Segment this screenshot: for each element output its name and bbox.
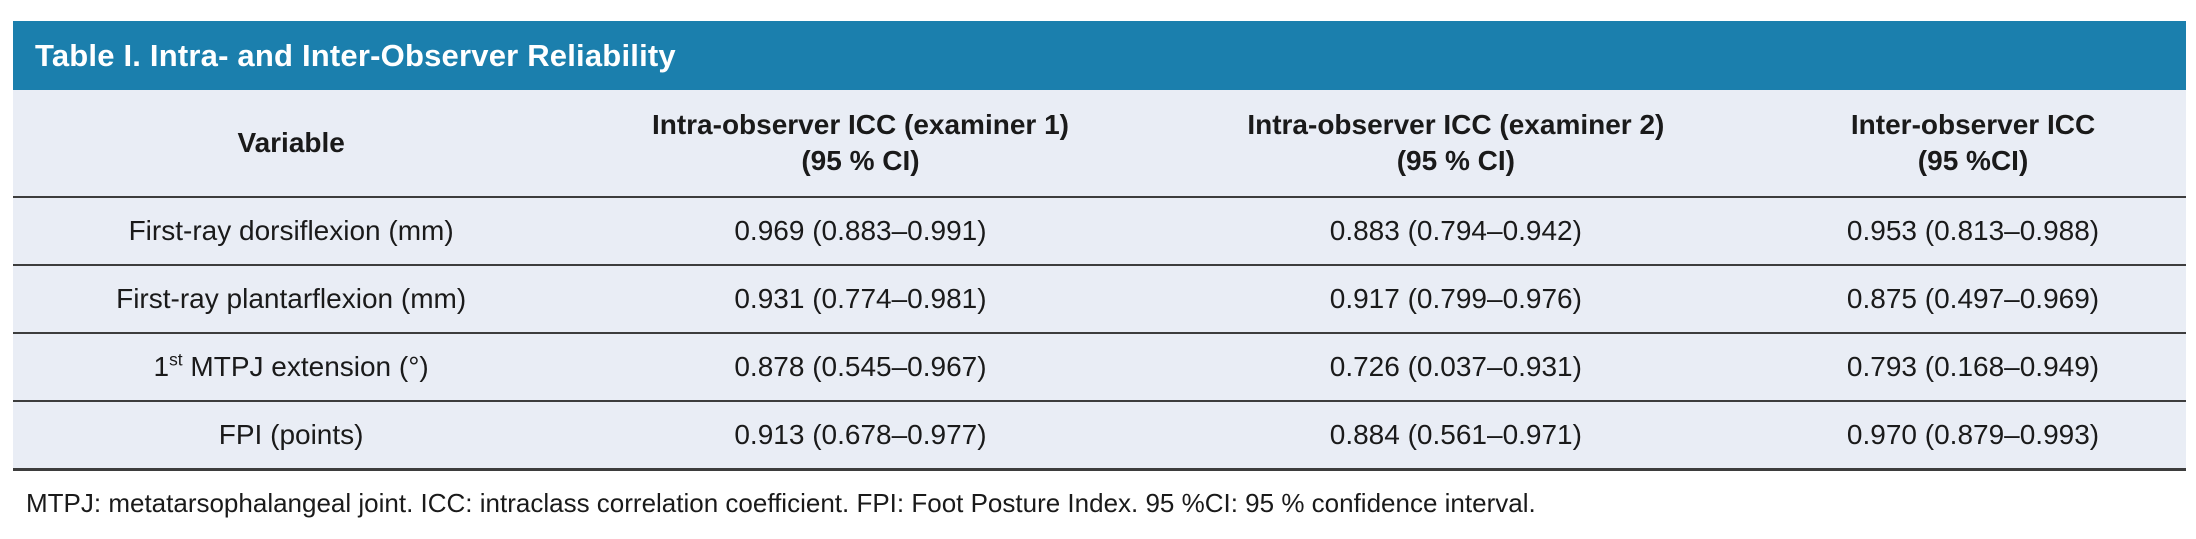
- variable-cell: FPI (points): [13, 401, 569, 469]
- column-header-inter: Inter-observer ICC (95 %CI): [1850, 108, 2096, 176]
- table-row: First-ray plantarflexion (mm) 0.931 (0.7…: [13, 265, 2186, 333]
- icc-examiner2-cell: 0.883 (0.794–0.942): [1329, 215, 1582, 246]
- column-header-examiner2: Intra-observer ICC (examiner 2) (95 % CI…: [1247, 108, 1665, 176]
- icc-examiner1-cell: 0.878 (0.545–0.967): [734, 351, 987, 382]
- variable-text-post: MTPJ extension (°): [182, 351, 429, 382]
- column-header-variable: Variable: [237, 126, 345, 158]
- table-row: FPI (points) 0.913 (0.678–0.977) 0.884 (…: [13, 401, 2186, 469]
- variable-cell: First-ray plantarflexion (mm): [13, 265, 569, 333]
- table-row: First-ray dorsiflexion (mm) 0.969 (0.883…: [13, 197, 2186, 265]
- table-title-bar: Table I. Intra- and Inter-Observer Relia…: [13, 21, 2186, 90]
- icc-inter-cell: 0.875 (0.497–0.969): [1846, 283, 2100, 314]
- variable-text: First-ray dorsiflexion (mm): [128, 215, 454, 246]
- icc-inter-cell: 0.793 (0.168–0.949): [1846, 351, 2100, 382]
- table-footnote: MTPJ: metatarsophalangeal joint. ICC: in…: [26, 488, 1536, 518]
- icc-examiner1-cell: 0.913 (0.678–0.977): [734, 418, 987, 450]
- variable-cell: First-ray dorsiflexion (mm): [13, 197, 569, 265]
- variable-cell: 1st MTPJ extension (°): [13, 333, 569, 401]
- table-title: Table I. Intra- and Inter-Observer Relia…: [35, 37, 676, 73]
- icc-examiner1-cell: 0.931 (0.774–0.981): [734, 283, 987, 314]
- icc-inter-cell: 0.970 (0.879–0.993): [1846, 418, 2100, 450]
- icc-examiner2-cell: 0.884 (0.561–0.971): [1329, 418, 1582, 450]
- icc-examiner2-cell: 0.726 (0.037–0.931): [1329, 351, 1582, 382]
- icc-inter-cell: 0.953 (0.813–0.988): [1846, 215, 2100, 246]
- table-header-row: Variable Intra-observer ICC (examiner 1)…: [13, 90, 2186, 197]
- variable-text: FPI (points): [218, 418, 364, 450]
- icc-examiner1-cell: 0.969 (0.883–0.991): [734, 215, 987, 246]
- variable-text: 1: [153, 351, 170, 382]
- column-header-examiner1: Intra-observer ICC (examiner 1) (95 % CI…: [651, 108, 1069, 176]
- reliability-table: Variable Intra-observer ICC (examiner 1)…: [13, 90, 2186, 471]
- table-row: 1st MTPJ extension (°) 0.878 (0.545–0.96…: [13, 333, 2186, 401]
- variable-text: First-ray plantarflexion (mm): [116, 283, 467, 314]
- variable-superscript: st: [169, 349, 183, 370]
- icc-examiner2-cell: 0.917 (0.799–0.976): [1329, 283, 1582, 314]
